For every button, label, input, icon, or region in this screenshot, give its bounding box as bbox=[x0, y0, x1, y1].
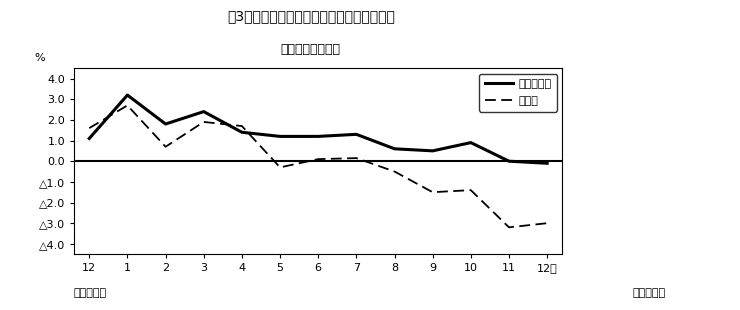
Text: （規樯５人以上）: （規樯５人以上） bbox=[280, 43, 341, 56]
Text: %: % bbox=[34, 53, 44, 63]
Text: 平成２３年: 平成２３年 bbox=[633, 288, 666, 298]
Text: 第3図　常用雇用指数　対前年同月比の推移: 第3図 常用雇用指数 対前年同月比の推移 bbox=[227, 9, 394, 23]
Legend: 調査産業計, 製造業: 調査産業計, 製造業 bbox=[480, 74, 556, 112]
Text: 平成２２年: 平成２２年 bbox=[74, 288, 107, 298]
